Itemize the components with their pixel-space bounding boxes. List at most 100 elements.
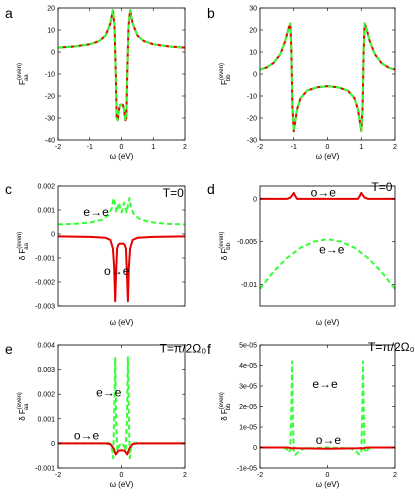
plot-frame bbox=[57, 185, 186, 307]
y-axis-label-sub: bb bbox=[226, 403, 232, 410]
x-axis-label: ω (eV) bbox=[110, 152, 134, 161]
annotation-text: o→e bbox=[74, 429, 100, 443]
y-tick-label: -1e-05 bbox=[237, 466, 257, 473]
y-tick-label: 0.002 bbox=[37, 392, 55, 399]
y-axis-label-sup: (even) bbox=[17, 232, 23, 249]
y-tick-label: 0.004 bbox=[37, 343, 55, 350]
y-tick-label: 3e-05 bbox=[239, 384, 257, 391]
y-tick-label: -0.001 bbox=[35, 466, 55, 473]
y-tick-label: 0 bbox=[253, 72, 257, 79]
y-tick-label: -30 bbox=[247, 138, 257, 145]
panel-letter: f bbox=[207, 341, 211, 357]
y-tick-label: -0.001 bbox=[35, 256, 55, 263]
y-tick-label: 0 bbox=[51, 441, 55, 448]
annotation-text: o→e bbox=[104, 264, 130, 278]
panel-d: 0 -0.005 -0.01 ω (eV) δ F(even)bb d T=0 o→e e→e bbox=[207, 180, 396, 327]
panel-letter: c bbox=[5, 181, 12, 197]
annotation-text: o→e bbox=[311, 185, 337, 199]
y-tick-label: -0.005 bbox=[237, 239, 257, 246]
y-axis-label-main: δ F bbox=[18, 409, 27, 421]
y-axis-label-main: δ F bbox=[18, 249, 27, 261]
y-tick-label: 20 bbox=[47, 6, 55, 13]
x-tick-label: 1 bbox=[359, 144, 363, 151]
annotation-text: e→e bbox=[96, 386, 122, 400]
y-tick-label: 10 bbox=[249, 50, 257, 57]
x-tick-label: -2 bbox=[257, 472, 263, 479]
x-tick-label: 0 bbox=[326, 144, 330, 151]
x-tick-label: -1 bbox=[87, 144, 93, 151]
annotation-text: T=π/2Ω₀ bbox=[368, 340, 415, 354]
y-tick-label: 0.003 bbox=[37, 367, 55, 374]
panel-letter: e bbox=[5, 341, 13, 357]
x-tick-label: -1 bbox=[291, 144, 297, 151]
x-axis-label: ω (eV) bbox=[316, 152, 340, 161]
x-tick-label: 1 bbox=[151, 144, 155, 151]
x-tick-label: 2 bbox=[393, 144, 397, 151]
y-tick-label: 0.002 bbox=[37, 184, 55, 191]
x-tick-label: -2 bbox=[55, 144, 61, 151]
x-tick-label: 2 bbox=[183, 144, 187, 151]
annotation-text: e→e bbox=[319, 243, 345, 257]
y-tick-label: 0.001 bbox=[37, 208, 55, 215]
y-tick-label: -30 bbox=[45, 116, 55, 123]
annotation-text: T=π/2Ω₀ bbox=[160, 341, 207, 355]
series-line-green bbox=[58, 356, 185, 460]
y-tick-label: 20 bbox=[249, 28, 257, 35]
annotation-text: e→e bbox=[83, 205, 109, 219]
series-line-red bbox=[260, 191, 395, 200]
series-line-green bbox=[58, 9, 185, 122]
panel-letter: a bbox=[5, 5, 13, 21]
y-axis-label-sup: (even) bbox=[17, 63, 23, 80]
y-tick-label: -10 bbox=[247, 94, 257, 101]
y-tick-label: 5e-05 bbox=[239, 343, 257, 350]
panel-letter: d bbox=[207, 181, 215, 197]
y-axis-label-sub: aa bbox=[24, 403, 30, 410]
x-axis-label: ω (eV) bbox=[110, 480, 134, 489]
y-axis-label: F(even)aa bbox=[17, 63, 30, 85]
y-tick-label: 4e-05 bbox=[239, 363, 257, 370]
series-line-green bbox=[58, 197, 185, 226]
series-line-red bbox=[58, 442, 185, 456]
y-axis-label: F(even)bb bbox=[219, 63, 232, 85]
y-axis-label-sub: aa bbox=[24, 74, 30, 81]
panel-c: 0.002 0.001 0 -0.001 -0.002 -0.003 ω (eV) δ F(e… bbox=[5, 181, 186, 327]
y-tick-label: -10 bbox=[45, 72, 55, 79]
y-axis-label-sup: (even) bbox=[219, 232, 225, 249]
series-line-green bbox=[260, 238, 395, 290]
series-line-green bbox=[260, 360, 395, 456]
series-line-red bbox=[58, 235, 185, 303]
y-axis-label-sub: bb bbox=[226, 74, 232, 81]
x-tick-label: 2 bbox=[183, 472, 187, 479]
y-axis-label-sup: (even) bbox=[17, 392, 23, 409]
y-tick-label: -0.01 bbox=[241, 282, 257, 289]
series-line-red bbox=[260, 446, 395, 450]
y-tick-label: -0.002 bbox=[35, 280, 55, 287]
y-axis-label: δ F(even)aa bbox=[17, 392, 30, 421]
x-axis-label: ω (eV) bbox=[316, 480, 340, 489]
y-tick-label: -20 bbox=[45, 94, 55, 101]
y-axis-label-sup: (even) bbox=[219, 63, 225, 80]
y-axis-label-main: F bbox=[220, 80, 229, 85]
y-axis-label-main: δ F bbox=[220, 409, 229, 421]
x-tick-label: -2 bbox=[55, 472, 61, 479]
plot-frame bbox=[259, 185, 396, 307]
annotation-text: o→e bbox=[316, 433, 342, 447]
annotation-text: T=0 bbox=[371, 180, 392, 194]
x-axis-label: ω (eV) bbox=[316, 318, 340, 327]
y-tick-label: 30 bbox=[249, 6, 257, 13]
y-axis-label-sup: (even) bbox=[219, 392, 225, 409]
x-axis-label: ω (eV) bbox=[110, 318, 134, 327]
panel-e: 0.004 0.003 0.002 0.001 0 -0.001-2 0 2 ω (eV) δ F… bbox=[5, 341, 206, 489]
y-tick-label: -20 bbox=[247, 116, 257, 123]
x-tick-label: 0 bbox=[326, 472, 330, 479]
y-axis-label-main: δ F bbox=[220, 249, 229, 261]
y-tick-label: 0 bbox=[253, 445, 257, 452]
y-tick-label: 0 bbox=[51, 50, 55, 57]
y-axis-label: δ F(even)bb bbox=[219, 392, 232, 421]
y-axis-label: δ F(even)bb bbox=[219, 232, 232, 261]
y-tick-label: 2e-05 bbox=[239, 404, 257, 411]
